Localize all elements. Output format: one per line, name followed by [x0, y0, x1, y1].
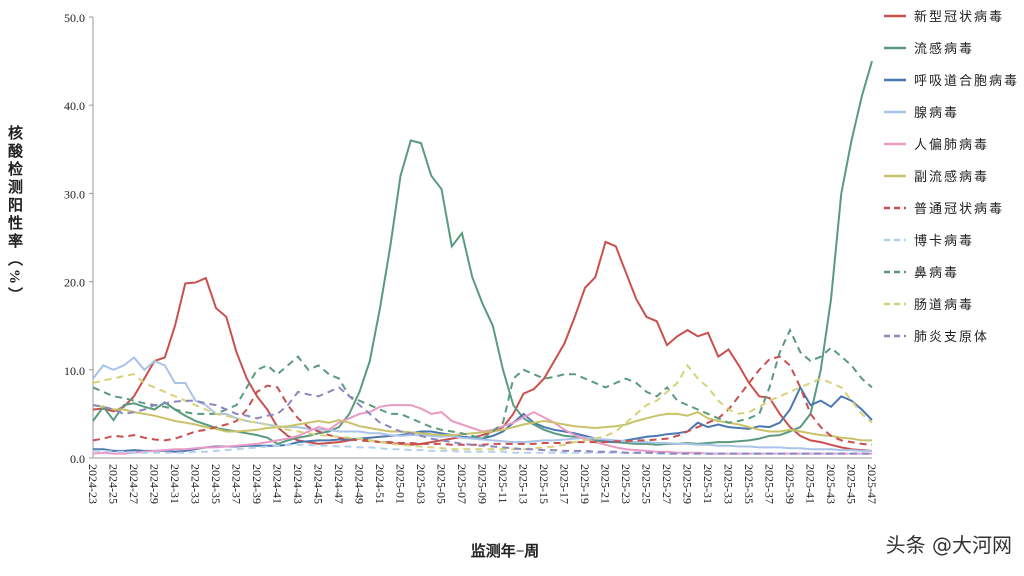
- x-tick-label: 2025-29: [681, 464, 695, 504]
- y-tick-label: 30.0: [64, 187, 85, 201]
- y-tick-label: 50.0: [64, 11, 85, 25]
- x-tick-label: 2025-19: [578, 464, 592, 504]
- y-axis-label: 核酸检测阳性率（%）: [6, 124, 24, 305]
- x-axis-label: 监测年−周: [471, 542, 540, 560]
- x-tick-label: 2025-11: [496, 464, 510, 504]
- legend-label: 人偏肺病毒: [914, 137, 989, 152]
- x-tick-label: 2024-37: [230, 464, 244, 504]
- legend-label: 流感病毒: [914, 41, 974, 56]
- series-line: [93, 385, 873, 453]
- legend-label: 肺炎支原体: [914, 329, 989, 344]
- x-tick-label: 2025-31: [701, 464, 715, 504]
- legend-label: 博卡病毒: [914, 233, 974, 248]
- legend-label: 腺病毒: [914, 105, 959, 120]
- x-tick-label: 2025-07: [455, 464, 469, 504]
- x-tick-label: 2024-25: [107, 464, 121, 504]
- legend-label: 呼吸道合胞病毒: [914, 73, 1019, 88]
- x-tick-label: 2025-05: [435, 464, 449, 504]
- series-line: [92, 60, 873, 446]
- x-tick-label: 2024-41: [271, 464, 285, 504]
- legend-label: 肠道病毒: [914, 297, 974, 312]
- legend-label: 普通冠状病毒: [914, 201, 1004, 216]
- x-tick-label: 2024-39: [250, 464, 264, 504]
- series-line: [92, 356, 872, 452]
- watermark: 头条 @大河网: [886, 533, 1012, 557]
- x-tick-label: 2025-41: [804, 464, 818, 504]
- x-tick-label: 2025-39: [783, 464, 797, 504]
- x-tick-label: 2024-35: [209, 464, 223, 504]
- x-tick-label: 2025-15: [537, 464, 551, 504]
- x-tick-label: 2025-09: [476, 464, 490, 504]
- x-tick-label: 2024-27: [127, 464, 141, 504]
- series-line: [92, 327, 873, 440]
- x-tick-label: 2024-45: [312, 464, 326, 504]
- x-tick-label: 2025-21: [599, 464, 613, 504]
- series-line: [92, 363, 873, 451]
- x-tick-label: 2025-35: [742, 464, 756, 504]
- x-tick-label: 2025-43: [824, 464, 838, 504]
- x-tick-label: 2025-17: [558, 464, 572, 504]
- y-tick-label: 20.0: [64, 276, 85, 290]
- x-tick-label: 2024-43: [291, 464, 305, 504]
- x-tick-label: 2024-51: [373, 464, 387, 504]
- x-tick-label: 2025-45: [845, 464, 859, 504]
- x-tick-label: 2025-23: [619, 464, 633, 504]
- y-tick-label: 0.0: [70, 452, 85, 466]
- series-line: [92, 386, 872, 455]
- x-tick-label: 2024-23: [86, 464, 100, 504]
- series-line: [92, 404, 872, 442]
- x-tick-label: 2024-33: [189, 464, 203, 504]
- x-tick-label: 2025-37: [763, 464, 777, 504]
- legend-label: 新型冠状病毒: [914, 9, 1004, 24]
- x-tick-label: 2024-47: [332, 464, 346, 504]
- y-tick-label: 40.0: [64, 99, 85, 113]
- x-tick-label: 2025-13: [517, 464, 531, 504]
- legend-label: 副流感病毒: [914, 169, 989, 184]
- x-tick-label: 2025-33: [722, 464, 736, 504]
- x-tick-label: 2024-29: [148, 464, 162, 504]
- y-tick-label: 10.0: [64, 364, 85, 378]
- x-tick-label: 2025-01: [394, 464, 408, 504]
- x-tick-label: 2024-49: [353, 464, 367, 504]
- x-tick-label: 2024-31: [168, 464, 182, 504]
- legend-label: 鼻病毒: [914, 265, 959, 280]
- x-tick-label: 2025-47: [865, 464, 879, 504]
- x-tick-label: 2025-25: [640, 464, 654, 504]
- series-line: [92, 240, 873, 452]
- x-tick-label: 2025-27: [660, 464, 674, 504]
- x-tick-label: 2025-03: [414, 464, 428, 504]
